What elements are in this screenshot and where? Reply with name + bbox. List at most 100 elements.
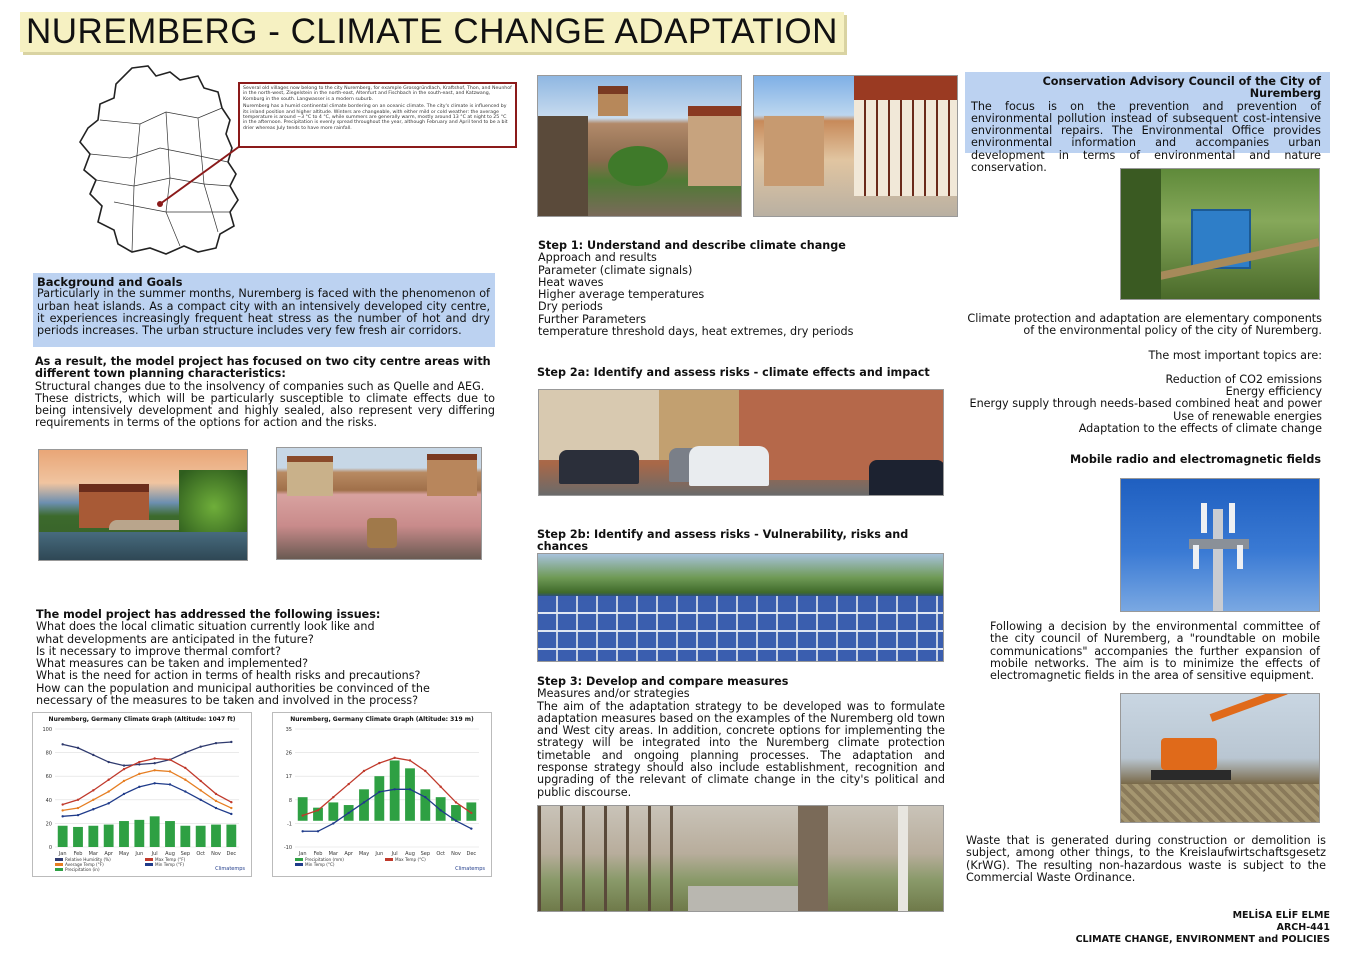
series-point [424, 795, 427, 799]
series-point [76, 813, 80, 817]
series-point [230, 806, 233, 810]
x-tick-label: Nov [211, 851, 221, 857]
series-point [153, 769, 156, 772]
old-town-photo [537, 75, 742, 217]
series-point [76, 798, 80, 801]
series-point [168, 770, 172, 773]
park-path-photo [537, 805, 944, 912]
series-point [199, 789, 202, 792]
chart-plot-right: -10 -1 8 17 26 35 Jan Feb Mar Apr May Jun Jul Aug Sep O… [284, 727, 479, 867]
x-tick-label: Mar [89, 851, 99, 857]
series-point [184, 766, 187, 770]
x-tick-label: Aug [405, 851, 415, 857]
topic-item: Reduction of CO2 emissions [1165, 372, 1322, 386]
precip-bar [195, 825, 206, 847]
series-point [122, 767, 126, 771]
topic-item: Energy supply through needs-based combin… [969, 397, 1322, 411]
background-text: Particularly in the summer months, Nurem… [37, 287, 490, 338]
precip-bar [313, 807, 323, 821]
step1-line: Parameter (climate signals) [538, 263, 693, 277]
precip-bar [149, 816, 160, 847]
precip-bar [165, 821, 175, 847]
result-line: Structural changes due to the insolvency… [35, 379, 485, 393]
step1-line: temperature threshold days, heat extreme… [538, 325, 854, 339]
map-caption-box: Several old villages now belong to the c… [238, 82, 517, 148]
precip-bar [103, 824, 114, 847]
series-point [184, 790, 187, 793]
precip-bar [180, 825, 191, 847]
y-tick-label: -1 [287, 821, 292, 827]
x-tick-label: Sep [181, 851, 190, 857]
legend-swatch [295, 858, 303, 861]
x-tick-label: Apr [104, 851, 114, 857]
legend-label: Precipitation (mm) [305, 857, 344, 862]
series-point [214, 806, 218, 810]
council-text: The focus is on the prevention and preve… [971, 99, 1321, 175]
step3-section: Step 3: Develop and compare measures Mea… [537, 675, 945, 799]
issue-item: How can the population and municipal aut… [36, 681, 430, 695]
map-caption-paragraph: Several old villages now belong to the c… [243, 86, 512, 102]
series-point [199, 779, 202, 783]
series-point [138, 763, 141, 766]
y-tick-label: 0 [49, 845, 52, 851]
step1-line: Further Parameters [538, 312, 647, 326]
precip-bar [211, 824, 221, 847]
legend-swatch [55, 863, 63, 866]
climate-chart-left: Nuremberg, Germany Climate Graph (Altitu… [32, 712, 252, 877]
step1-heading: Step 1: Understand and describe climate … [538, 239, 846, 252]
legend-swatch [385, 858, 393, 861]
series-point [153, 762, 156, 765]
x-tick-label: Feb [314, 851, 323, 857]
topic-item: Use of renewable energies [1173, 409, 1322, 423]
x-tick-label: Jul [391, 851, 398, 857]
issues-heading: The model project has addressed the foll… [36, 608, 381, 621]
series-point [199, 745, 202, 748]
series-point [214, 741, 218, 745]
series-point [316, 830, 320, 833]
river-photo [38, 449, 248, 561]
series-point [332, 822, 335, 825]
series-point [168, 758, 172, 761]
half-timbered-photo [753, 75, 958, 217]
page-title-banner: NUREMBERG - CLIMATE CHANGE ADAPTATION [20, 12, 844, 52]
series-point [454, 801, 458, 804]
series-point [76, 806, 80, 810]
step1-line: Dry periods [538, 300, 603, 314]
series-point [362, 769, 366, 773]
step2a-heading: Step 2a: Identify and assess risks - cli… [537, 366, 930, 379]
series-point [393, 756, 396, 760]
series-point [122, 779, 126, 783]
series-point [362, 801, 366, 804]
x-tick-label: Mar [329, 851, 339, 857]
precip-bar [119, 821, 129, 847]
climate-chart-right: Nuremberg, Germany Climate Graph (Altitu… [272, 712, 492, 877]
series-point [61, 743, 64, 746]
series-point [92, 753, 95, 757]
series-point [439, 785, 442, 788]
council-box: Conservation Advisory Council of the Cit… [965, 72, 1330, 174]
antenna-photo [1120, 478, 1320, 612]
issues-section: The model project has addressed the foll… [36, 608, 496, 707]
step1-line: Higher average temperatures [538, 288, 705, 302]
market-photo [276, 447, 482, 560]
background-heading: Background and Goals [37, 275, 183, 289]
chart-credit: Climatemps [455, 866, 485, 872]
precip-bar [73, 826, 83, 847]
topics-list: Reduction of CO2 emissions Energy effici… [965, 372, 1322, 436]
issue-item: What measures can be taken and implement… [36, 657, 309, 671]
series-point [107, 802, 110, 805]
topics-intro: The most important topics are: [1148, 348, 1322, 362]
series-line [62, 769, 232, 812]
course-code: ARCH-441 [1276, 922, 1330, 933]
x-tick-label: Sep [421, 851, 430, 857]
mobile-text: Following a decision by the environmenta… [990, 620, 1320, 683]
precip-bar [297, 797, 308, 821]
policy-line: Climate protection and adaptation are el… [967, 312, 1322, 325]
precip-bar [405, 768, 415, 821]
legend-swatch [295, 863, 303, 866]
issue-item: what developments are anticipated in the… [36, 632, 314, 646]
y-tick-label: 20 [46, 821, 52, 827]
result-heading: As a result, the model project has focus… [35, 355, 491, 381]
issues-list: What does the local climatic situation c… [36, 620, 496, 707]
topic-item: Adaptation to the effects of climate cha… [1078, 422, 1322, 436]
